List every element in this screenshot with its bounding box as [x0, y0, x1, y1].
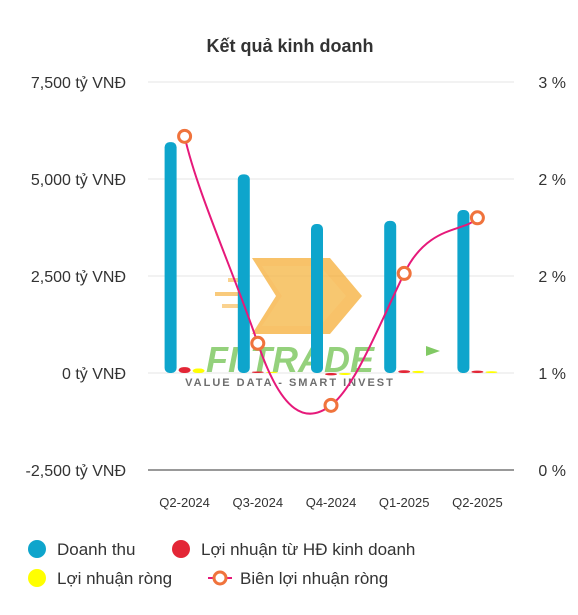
- right-tick-label: 2 %: [538, 269, 566, 286]
- legend-label-revenue: Doanh thu: [57, 540, 135, 559]
- watermark-arrow-icon: [215, 258, 362, 334]
- legend-item-net-profit[interactable]: Lợi nhuận ròng: [28, 569, 172, 588]
- left-tick-label: 0 tỷ VNĐ: [62, 366, 126, 383]
- legend-marker-revenue: [28, 540, 46, 558]
- category-label: Q2-2024: [159, 495, 210, 510]
- legend-marker-operating-profit: [172, 540, 190, 558]
- left-tick-label: 7,500 tỷ VNĐ: [31, 75, 126, 92]
- right-tick-label: 1 %: [538, 366, 566, 383]
- margin-point: [396, 265, 412, 281]
- bar-doanh-thu: [237, 174, 250, 373]
- legend-marker-net-profit: [28, 569, 46, 587]
- bar-doanh-thu: [457, 210, 470, 373]
- margin-point: [250, 335, 266, 351]
- legend-marker-net-margin: [212, 570, 228, 586]
- category-label: Q1-2025: [379, 495, 430, 510]
- bars: [164, 142, 498, 376]
- right-tick-label: 3 %: [538, 75, 566, 92]
- left-tick-label: 5,000 tỷ VNĐ: [31, 172, 126, 189]
- bar-lợi-nhuận-ròng: [412, 370, 425, 373]
- legend-label-net-profit: Lợi nhuận ròng: [57, 569, 172, 588]
- left-axis-labels: -2,500 tỷ VNĐ 0 tỷ VNĐ 2,500 tỷ VNĐ 5,000 t…: [26, 75, 126, 480]
- right-tick-label: 0 %: [538, 463, 566, 480]
- margin-point: [469, 210, 485, 226]
- bar-lợi-nhuận-từ-hđ-kinh-doanh: [471, 370, 484, 373]
- watermark-logo: FI-TRADE VALUE DATA - SMART INVEST: [185, 258, 440, 389]
- category-labels: Q2-2024 Q3-2024 Q4-2024 Q1-2025 Q2-2025: [159, 495, 502, 510]
- bar-lợi-nhuận-từ-hđ-kinh-doanh: [178, 367, 191, 373]
- left-tick-label: 2,500 tỷ VNĐ: [31, 269, 126, 286]
- legend-item-net-margin[interactable]: Biên lợi nhuận ròng: [208, 569, 388, 588]
- watermark-arrowhead-icon: [426, 346, 440, 356]
- right-tick-label: 2 %: [538, 172, 566, 189]
- right-axis-labels: 0 % 1 % 2 % 2 % 3 %: [538, 75, 566, 480]
- legend: Doanh thu Lợi nhuận từ HĐ kinh doanh Lợi…: [28, 540, 415, 588]
- margin-point: [323, 397, 339, 413]
- bar-lợi-nhuận-ròng: [192, 368, 205, 373]
- bar-doanh-thu: [311, 224, 323, 373]
- bar-lợi-nhuận-ròng: [485, 371, 498, 373]
- bar-doanh-thu: [384, 220, 397, 373]
- margin-point: [177, 128, 193, 144]
- category-label: Q4-2024: [306, 495, 357, 510]
- margin-line-series: [177, 128, 485, 415]
- legend-item-revenue[interactable]: Doanh thu: [28, 540, 135, 559]
- legend-label-operating-profit: Lợi nhuận từ HĐ kinh doanh: [201, 540, 415, 559]
- chart-title: Kết quả kinh doanh: [206, 36, 373, 56]
- bar-lợi-nhuận-ròng: [265, 371, 278, 373]
- left-tick-label: -2,500 tỷ VNĐ: [26, 463, 126, 480]
- bar-lợi-nhuận-từ-hđ-kinh-doanh: [398, 370, 411, 373]
- category-label: Q3-2024: [233, 495, 284, 510]
- legend-label-net-margin: Biên lợi nhuận ròng: [240, 569, 388, 588]
- watermark-tagline: VALUE DATA - SMART INVEST: [185, 377, 395, 389]
- bar-lợi-nhuận-ròng: [339, 373, 351, 375]
- bar-doanh-thu: [164, 142, 177, 373]
- legend-item-operating-profit[interactable]: Lợi nhuận từ HĐ kinh doanh: [172, 540, 415, 559]
- bar-lợi-nhuận-từ-hđ-kinh-doanh: [251, 371, 264, 373]
- bar-lợi-nhuận-từ-hđ-kinh-doanh: [325, 373, 337, 376]
- category-label: Q2-2025: [452, 495, 503, 510]
